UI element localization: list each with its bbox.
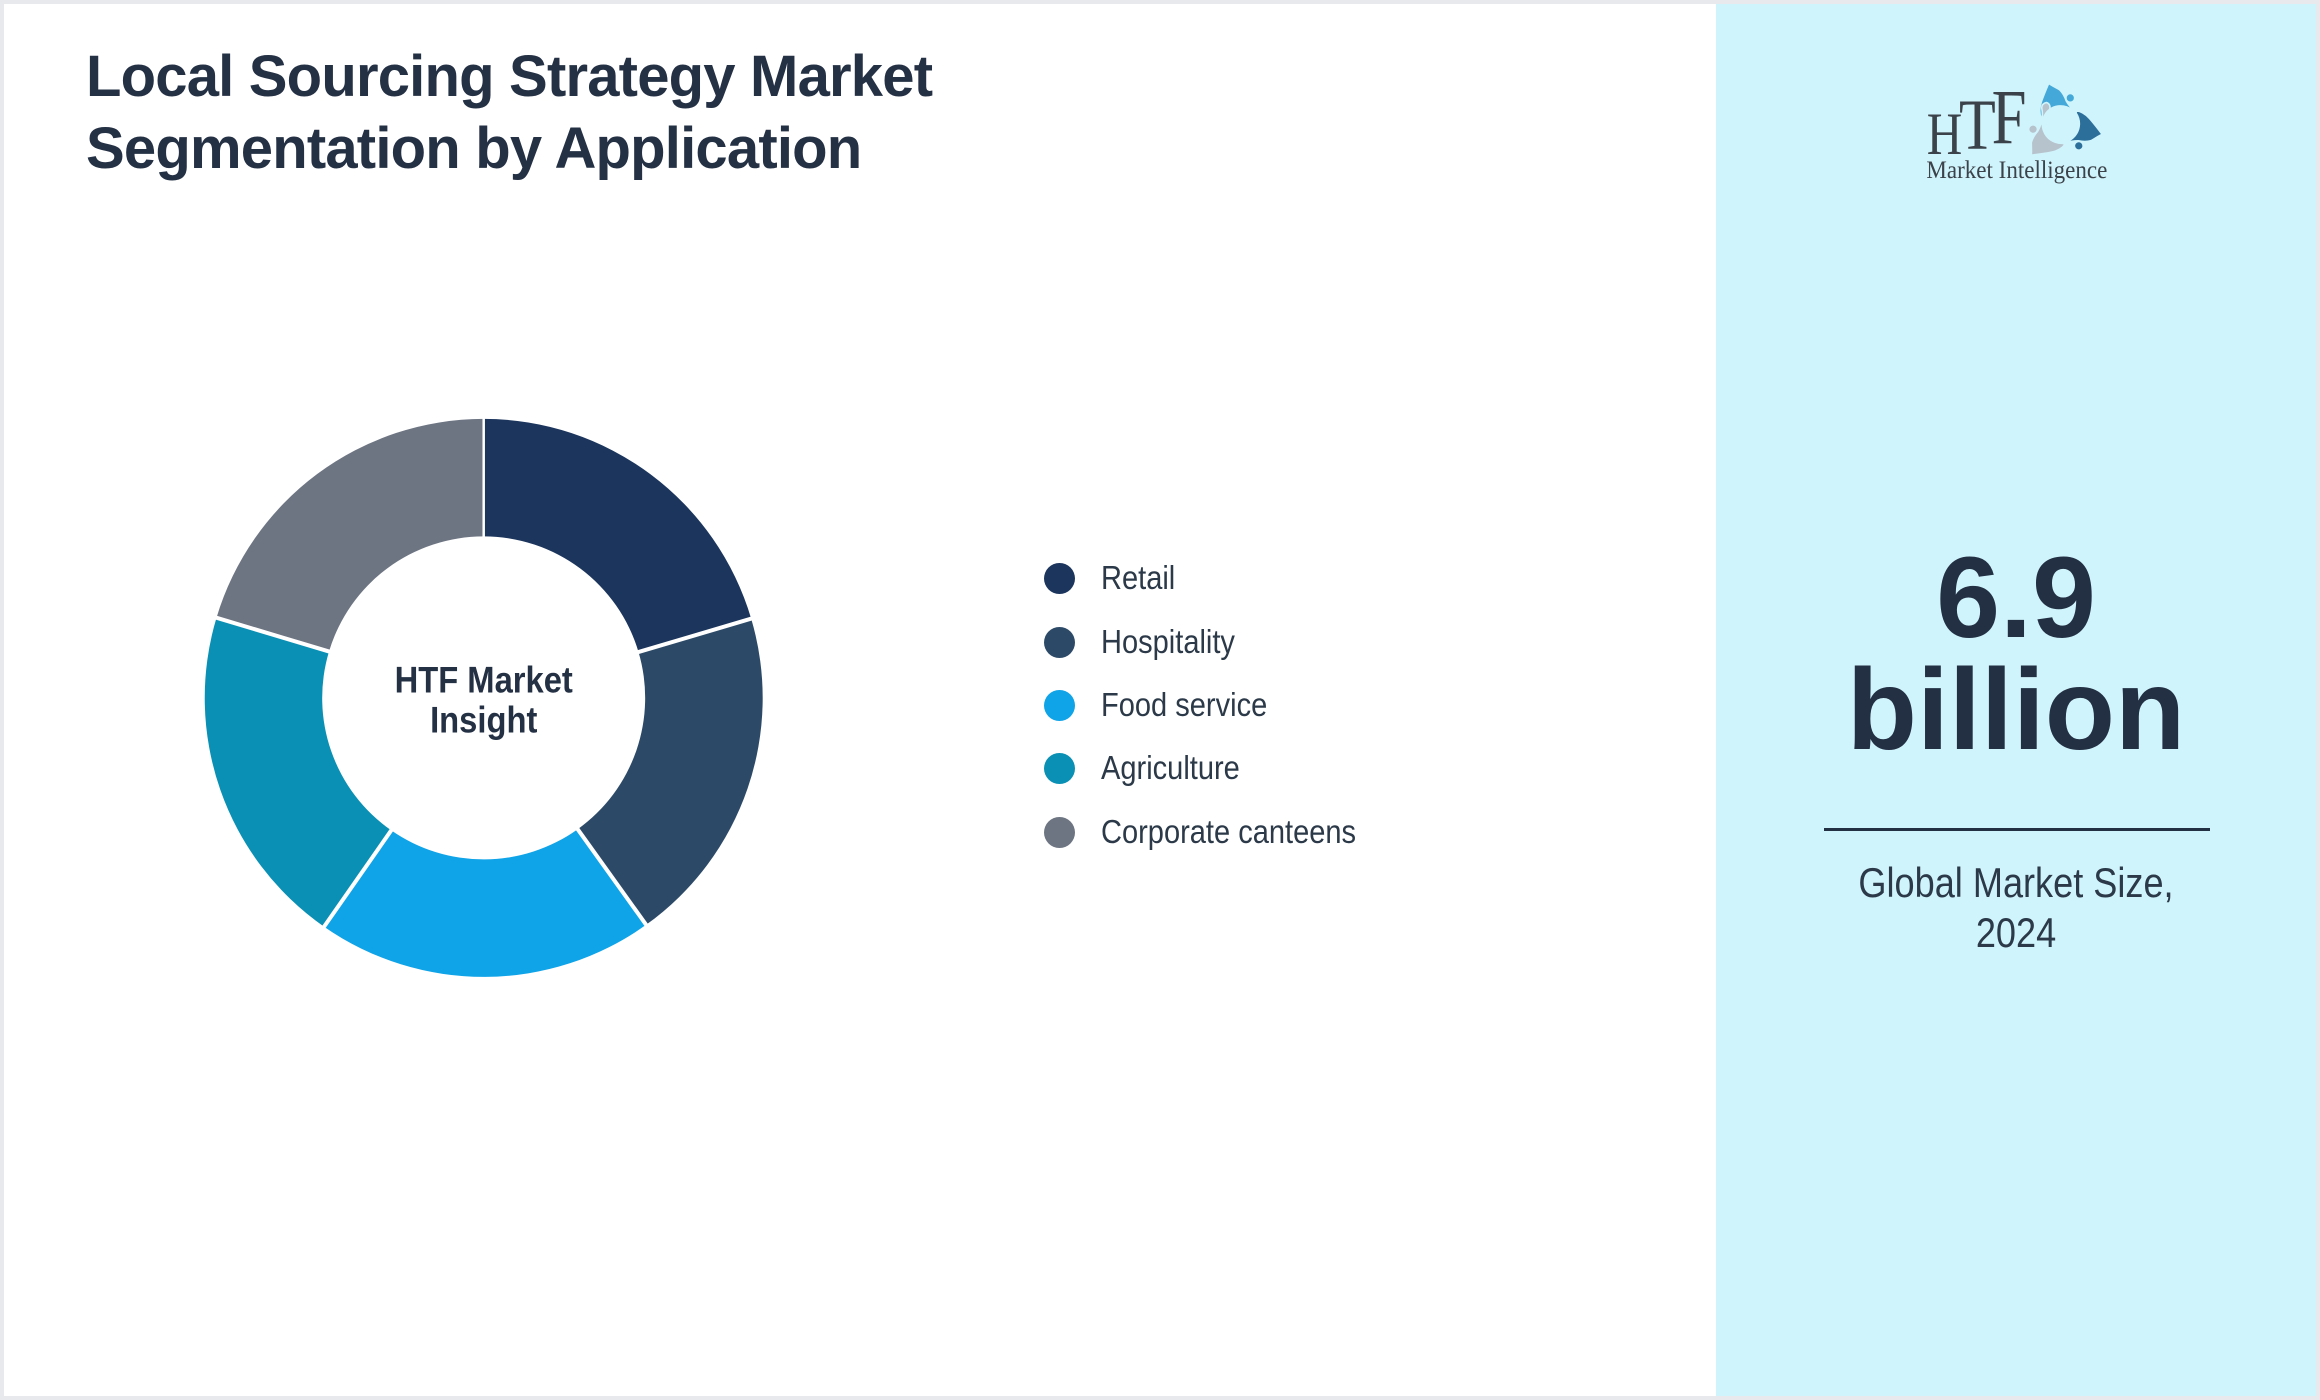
svg-text:H: H: [1927, 101, 1963, 168]
svg-text:Market Intelligence: Market Intelligence: [1926, 156, 2107, 184]
svg-text:F: F: [1992, 75, 2027, 161]
svg-text:Insight: Insight: [430, 699, 538, 740]
svg-text:HTF Market: HTF Market: [395, 659, 574, 700]
svg-text:T: T: [1959, 85, 1996, 164]
